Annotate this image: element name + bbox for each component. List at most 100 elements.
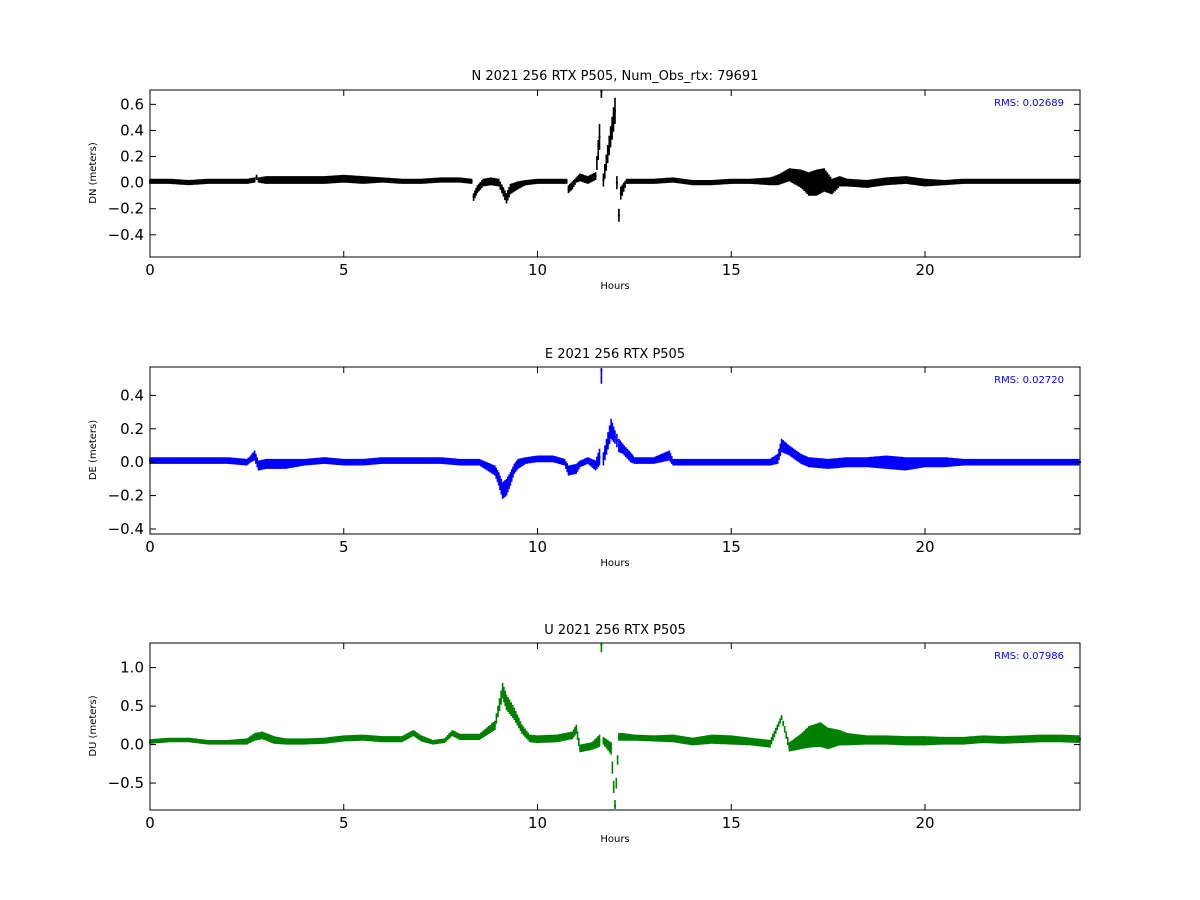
- x-tick-label: 15: [722, 261, 741, 279]
- data-point: [1001, 180, 1004, 183]
- data-point: [788, 173, 791, 176]
- y-tick-label: 0.0: [120, 174, 144, 192]
- y-tick-label: 0.6: [120, 95, 144, 113]
- data-point: [536, 180, 539, 183]
- x-tick-label: 10: [528, 538, 547, 556]
- data-point: [788, 449, 791, 452]
- data-point: [586, 179, 589, 181]
- data-point: [490, 180, 492, 183]
- data-point: [924, 181, 926, 184]
- data-point: [885, 180, 888, 183]
- data-point: [831, 185, 833, 188]
- data-point: [412, 732, 415, 734]
- x-tick-label: 0: [145, 538, 155, 556]
- data-point: [513, 712, 516, 715]
- panel-east-title: E 2021 256 RTX P505: [545, 347, 685, 362]
- data-point: [579, 747, 582, 750]
- data-point: [590, 745, 593, 748]
- data-point: [710, 181, 713, 184]
- data-point: [619, 192, 622, 195]
- data-point: [493, 469, 496, 472]
- data-point: [691, 740, 694, 743]
- data-point: [610, 427, 613, 430]
- x-tick-label: 20: [915, 538, 934, 556]
- data-point: [284, 740, 287, 743]
- data-point: [253, 179, 256, 181]
- panel-east: E 2021 256 RTX P505 0 5 10 15 20 −0.4 −0.2 0.0…: [88, 347, 1081, 569]
- data-point: [621, 735, 624, 738]
- x-tick-label: 5: [339, 814, 349, 832]
- data-point: [571, 184, 574, 187]
- data-point: [552, 457, 554, 460]
- data-point: [780, 444, 783, 447]
- data-point: [610, 747, 613, 750]
- x-tick-label: 15: [722, 538, 741, 556]
- data-point: [982, 461, 985, 464]
- data-point: [904, 462, 907, 465]
- data-point: [982, 180, 985, 183]
- data-point: [807, 461, 810, 464]
- data-point: [362, 179, 365, 181]
- data-point: [633, 180, 636, 183]
- data-point: [555, 180, 558, 183]
- data-point: [575, 728, 578, 731]
- data-point: [838, 736, 841, 739]
- data-point: [800, 177, 802, 180]
- data-point: [710, 738, 713, 741]
- panel-north-marks: [149, 90, 1081, 222]
- data-point: [501, 489, 504, 492]
- data-point: [226, 741, 229, 744]
- data-point: [505, 486, 508, 489]
- data-point: [524, 181, 527, 184]
- data-point: [207, 741, 210, 744]
- data-point: [509, 188, 512, 191]
- data-point: [885, 461, 888, 464]
- data-point: [943, 181, 946, 184]
- data-point: [284, 462, 287, 465]
- data-point: [567, 469, 570, 472]
- data-point: [255, 176, 258, 179]
- data-point: [187, 459, 190, 462]
- data-point: [615, 181, 618, 184]
- data-point: [594, 175, 597, 178]
- data-point: [982, 738, 985, 741]
- panel-up-title: U 2021 256 RTX P505: [544, 623, 686, 638]
- data-point: [342, 737, 345, 740]
- data-point: [536, 738, 539, 741]
- panel-east-ylabel: DE (meters): [88, 420, 99, 480]
- data-point: [304, 461, 306, 464]
- data-point: [614, 805, 616, 808]
- data-point: [629, 456, 632, 459]
- panel-north-rms: RMS: 0.02689: [994, 98, 1064, 109]
- data-point: [575, 179, 578, 181]
- data-point: [451, 732, 454, 734]
- data-point: [598, 456, 601, 459]
- data-point: [323, 179, 326, 181]
- data-point: [600, 369, 603, 372]
- y-tick-label: 0.2: [120, 420, 144, 438]
- data-point: [749, 180, 752, 183]
- data-point: [769, 742, 771, 745]
- data-point: [625, 180, 628, 183]
- data-point: [691, 181, 694, 184]
- data-point: [226, 459, 229, 462]
- data-point: [865, 461, 868, 464]
- data-point: [476, 188, 479, 191]
- data-point: [575, 467, 578, 470]
- data-point: [517, 184, 520, 187]
- data-point: [265, 462, 268, 465]
- data-point: [187, 739, 190, 741]
- data-point: [672, 179, 675, 181]
- data-point: [1059, 461, 1062, 464]
- data-point: [800, 457, 802, 460]
- data-point: [261, 734, 264, 737]
- data-point: [598, 136, 601, 138]
- data-point: [323, 739, 326, 742]
- panel-north-frame: [149, 89, 1081, 258]
- panel-east-xlabel: Hours: [600, 558, 629, 569]
- panel-north-xlabel: Hours: [600, 281, 629, 292]
- data-point: [819, 733, 822, 736]
- data-point: [207, 459, 210, 462]
- data-point: [459, 735, 461, 738]
